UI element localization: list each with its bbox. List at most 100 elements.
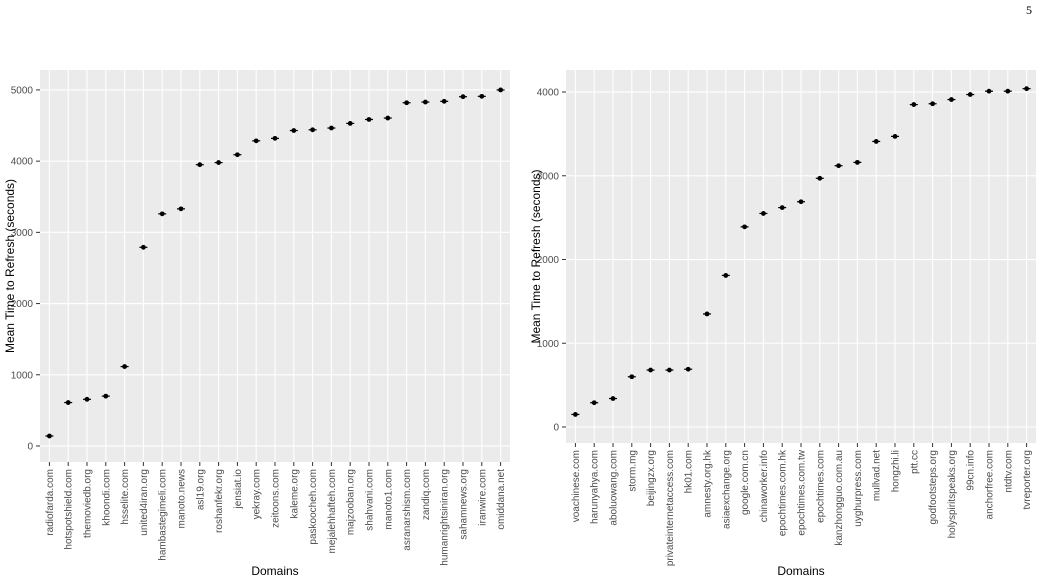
point — [967, 92, 973, 97]
x-tick-label: yekray.com — [252, 469, 263, 519]
x-tick-label: majzooban.org — [346, 469, 357, 535]
y-tick-label: 2000 — [537, 255, 560, 266]
x-tick-label: sahamnews.org — [459, 469, 470, 540]
point — [836, 163, 841, 169]
x-tick-label: chinaworker.info — [759, 450, 770, 523]
point — [761, 211, 766, 216]
y-tick-label: 4000 — [537, 88, 560, 99]
point — [216, 160, 222, 165]
point — [498, 87, 503, 93]
point — [742, 224, 747, 230]
x-tick-label: google.com.cn — [740, 450, 751, 515]
point — [873, 139, 879, 144]
point — [141, 244, 146, 250]
point — [892, 134, 898, 139]
point — [347, 121, 353, 126]
x-tick-label: humanrightsiniran.org — [440, 469, 451, 566]
y-tick-label: 3000 — [537, 171, 560, 182]
y-tick-label: 3000 — [11, 228, 34, 239]
x-tick-label: manoto.news — [177, 469, 188, 528]
point — [817, 175, 823, 181]
x-tick-label: khoondi.com — [101, 469, 112, 526]
x-tick-label: epochtimes.com.hk — [778, 449, 789, 536]
point — [1024, 86, 1029, 92]
point — [197, 162, 203, 168]
point — [404, 100, 409, 106]
point — [573, 412, 578, 417]
x-tick-label: harunyahya.com — [590, 450, 601, 524]
x-tick-label: godfootsteps.org — [928, 450, 939, 525]
point — [235, 152, 240, 158]
point — [911, 102, 917, 107]
chart: 0 1000 2000 3000 4000 voachinese.com harunyahy… — [529, 70, 1036, 578]
x-tick-label: mejalehhafteh.com — [327, 469, 338, 554]
point — [986, 88, 992, 94]
point — [479, 93, 485, 99]
point — [685, 366, 691, 372]
y-tick-label: 2000 — [11, 299, 34, 310]
point — [272, 135, 278, 141]
x-tick-label: shahvani.com — [365, 469, 376, 531]
point — [855, 159, 860, 165]
y-tick-label: 5000 — [11, 85, 34, 96]
x-tick-label: privateinternetaccess.com — [665, 450, 676, 566]
point — [47, 433, 52, 439]
y-axis-title: Mean Time to Refresh (seconds) — [3, 179, 17, 353]
x-tick-label: ntdtv.com — [1003, 450, 1014, 493]
x-tick-label: aboluowang.com — [609, 450, 620, 526]
x-tick-label: manoto1.com — [383, 469, 394, 530]
x-tick-label: anchorfree.com — [985, 450, 996, 519]
point — [798, 199, 804, 205]
x-tick-label: hsselite.com — [120, 469, 131, 525]
x-tick-label: hotspotshield.com — [64, 469, 75, 550]
chart: 0 1000 2000 3000 4000 5000 radiofarda.com hotsp… — [3, 70, 510, 578]
x-tick-label: asranarshism.com — [402, 469, 413, 551]
x-tick-label: voachinese.com — [571, 450, 582, 522]
point — [610, 396, 616, 401]
point — [930, 101, 935, 107]
x-tick-label: themoviedb.org — [83, 469, 94, 538]
point — [460, 94, 466, 100]
x-tick-label: zeitoons.com — [271, 469, 282, 528]
x-tick-label: epochtimes.com.tw — [797, 449, 808, 535]
x-tick-label: hongzhi.li — [891, 450, 902, 492]
x-tick-label: asiaexchange.org — [721, 450, 732, 529]
x-tick-label: radiofarda.com — [45, 469, 56, 536]
x-tick-label: asl19.org — [195, 469, 206, 510]
x-tick-label: storm.mg — [627, 450, 638, 492]
point — [723, 273, 729, 278]
x-tick-label: jensiat.io — [233, 469, 244, 510]
x-tick-label: epochtimes.com — [815, 450, 826, 523]
x-tick-label: kaleme.org — [289, 469, 300, 518]
point — [704, 311, 710, 317]
x-tick-label: ptt.cc — [909, 450, 920, 474]
point — [423, 99, 428, 105]
x-tick-label: hk01.com — [684, 450, 695, 493]
x-tick-label: omiddana.net — [496, 469, 507, 530]
page-number: 5 — [1026, 3, 1032, 17]
x-tick-label: holyspiritspeaks.org — [947, 450, 958, 538]
point — [291, 128, 297, 133]
point — [84, 396, 90, 402]
point — [253, 138, 259, 144]
point — [648, 367, 653, 373]
y-tick-label: 1000 — [537, 339, 560, 350]
y-tick-label: 4000 — [11, 157, 34, 168]
x-tick-label: roshanfekr.org — [214, 469, 225, 533]
y-axis-title: Mean Time to Refresh (seconds) — [529, 169, 543, 343]
x-tick-label: 99cn.info — [966, 450, 977, 491]
point — [629, 374, 635, 380]
x-tick-label: paskoocheh.com — [308, 469, 319, 545]
x-tick-label: uyghurpress.com — [853, 450, 864, 527]
point — [385, 115, 391, 121]
point — [178, 206, 184, 212]
point — [591, 400, 597, 406]
point — [122, 364, 127, 369]
y-tick-label: 0 — [553, 423, 559, 434]
point — [949, 97, 954, 102]
point — [103, 393, 109, 399]
x-axis-title: Domains — [251, 564, 298, 578]
point — [366, 117, 372, 122]
y-tick-label: 0 — [27, 441, 33, 452]
